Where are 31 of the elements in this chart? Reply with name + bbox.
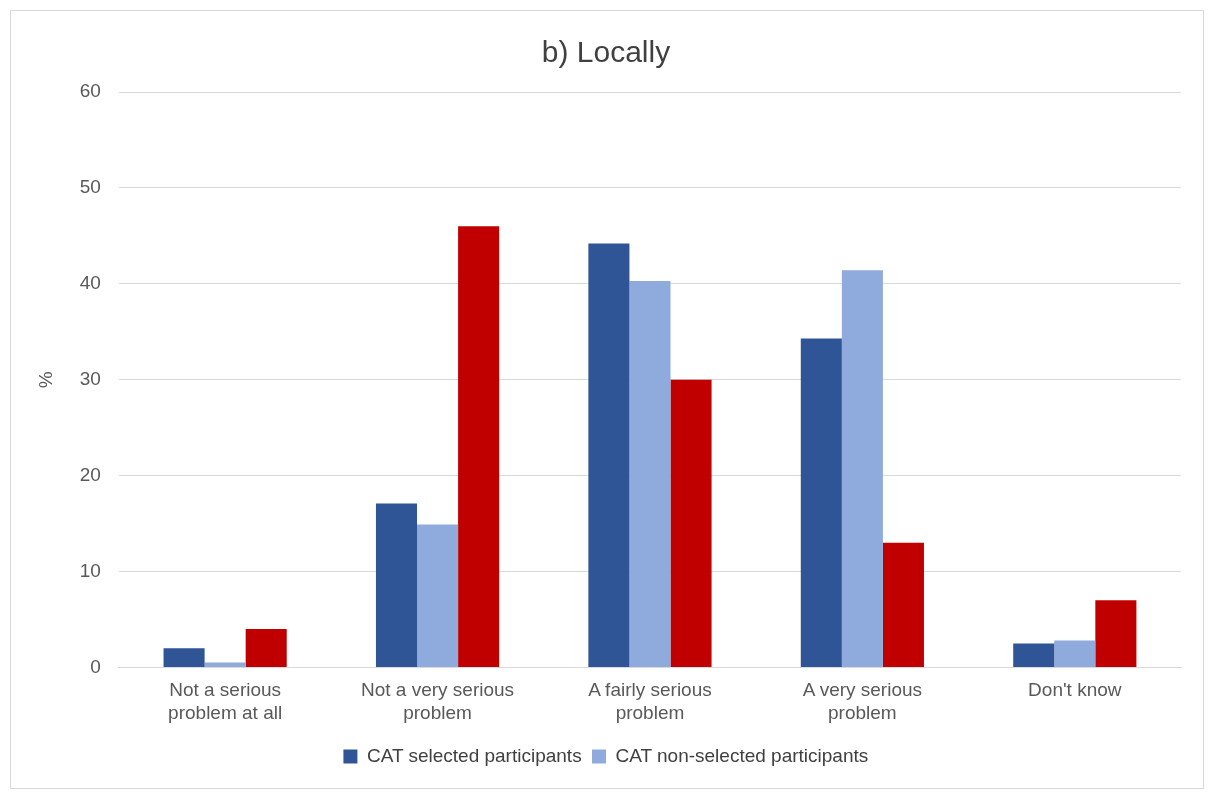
bar xyxy=(1054,640,1096,667)
y-tick-label: 60 xyxy=(79,80,101,102)
bar xyxy=(417,524,459,667)
x-tick-label: Not a very serious problem xyxy=(360,679,515,723)
bar xyxy=(1013,643,1055,667)
chart-title: b) Locally xyxy=(541,35,671,69)
legend-label: CAT selected participants xyxy=(366,744,582,766)
y-tick-label: 20 xyxy=(79,463,101,485)
y-tick-label: 50 xyxy=(79,176,101,198)
bar xyxy=(670,379,712,667)
bar xyxy=(800,338,842,667)
bar xyxy=(841,270,883,667)
x-tick-label: A fairly serious problem xyxy=(588,679,712,723)
bar xyxy=(375,503,418,667)
bar xyxy=(458,226,500,667)
y-tick-label: 30 xyxy=(79,367,101,389)
bar xyxy=(163,648,205,667)
x-tick-label: Don't know xyxy=(1028,679,1122,701)
bar xyxy=(588,243,630,667)
y-tick-label: 0 xyxy=(90,655,101,677)
bar xyxy=(245,629,287,667)
bar xyxy=(204,662,246,667)
x-tick-label: A very serious problem xyxy=(802,679,923,723)
x-tick-label: Not a serious problem at all xyxy=(168,679,283,723)
legend-label: CAT non-selected participants xyxy=(615,744,869,766)
y-tick-label: 40 xyxy=(79,272,101,294)
y-axis-title: % xyxy=(34,371,56,389)
bar xyxy=(882,542,924,667)
bar xyxy=(629,280,671,667)
bar xyxy=(1095,600,1137,667)
y-tick-label: 10 xyxy=(79,559,101,581)
